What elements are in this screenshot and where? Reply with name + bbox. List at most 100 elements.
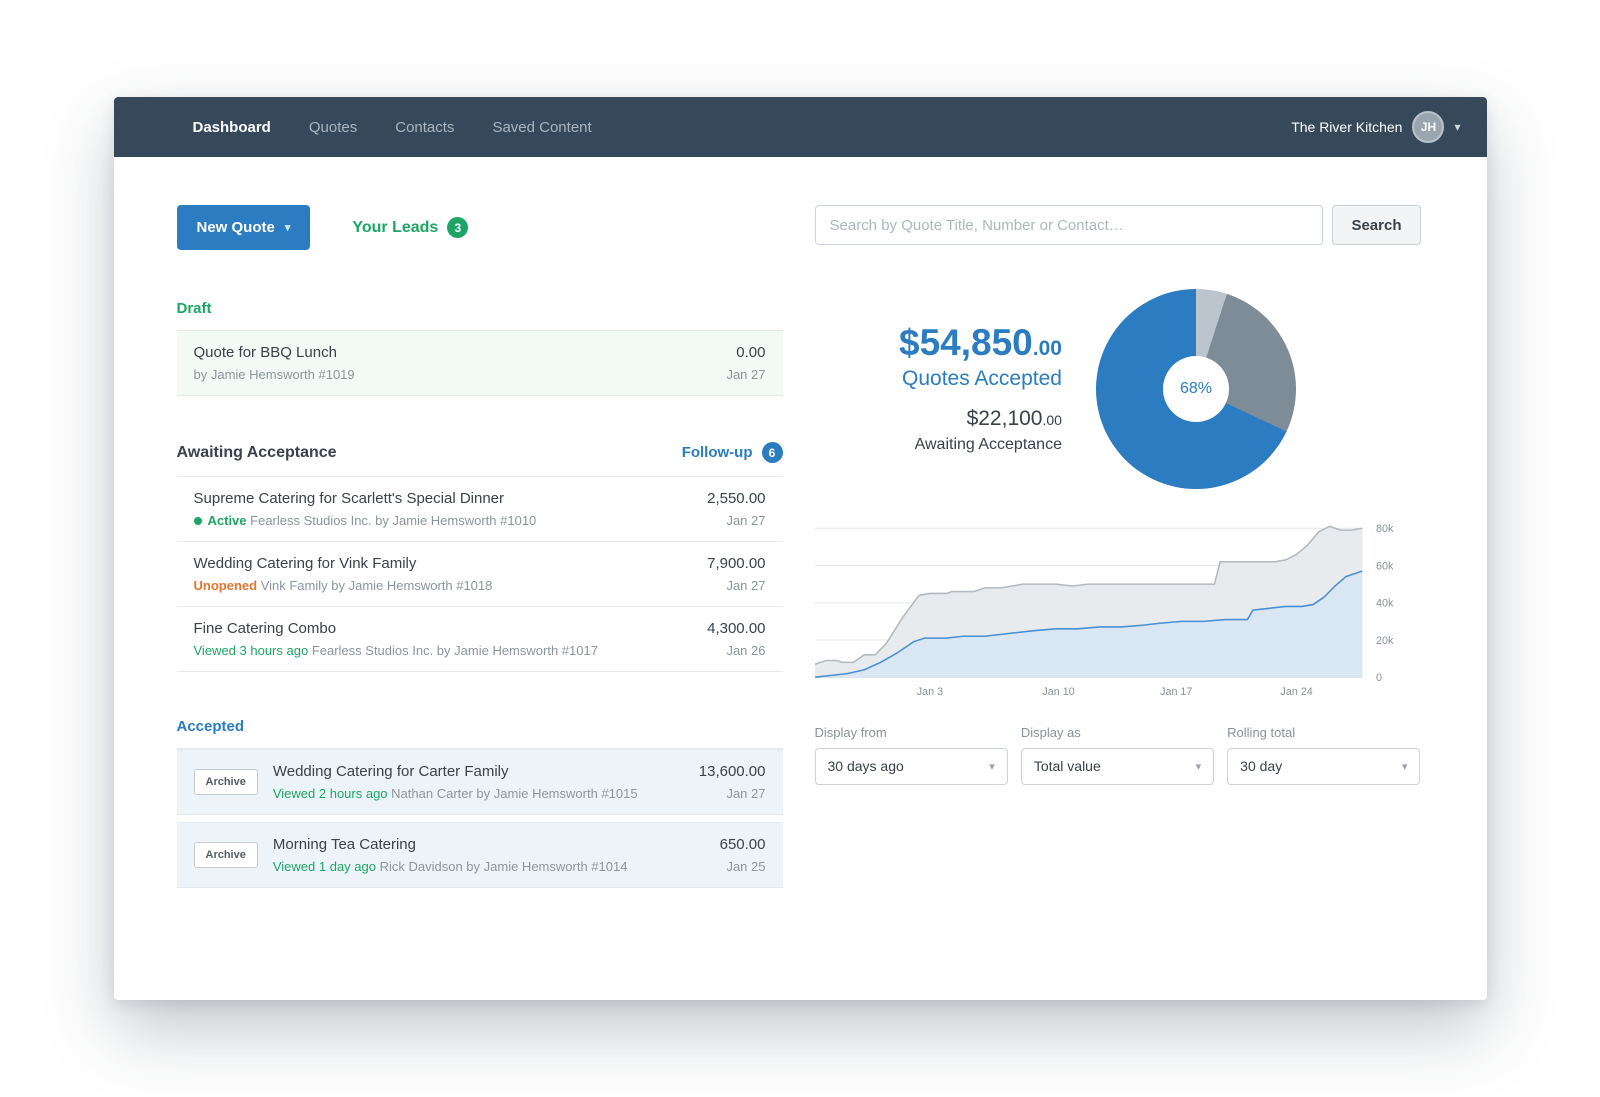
quote-status: Active xyxy=(207,513,247,528)
awaiting-section-title: Awaiting Acceptance xyxy=(176,443,337,461)
accepted-section-header: Accepted xyxy=(176,718,783,749)
quote-date: Jan 27 xyxy=(726,367,766,382)
new-quote-button[interactable]: New Quote ▾ xyxy=(176,205,311,250)
quote-subtitle: by Jamie Hemsworth #1019 xyxy=(193,367,355,382)
svg-text:60k: 60k xyxy=(1376,560,1394,572)
chevron-down-icon: ▾ xyxy=(1195,760,1202,773)
archive-button[interactable]: Archive xyxy=(193,769,258,795)
quote-title: Wedding Catering for Vink Family xyxy=(193,555,417,572)
quote-date: Jan 27 xyxy=(726,786,766,801)
quote-row[interactable]: Fine Catering Combo Viewed 3 hours ago F… xyxy=(176,607,783,672)
awaiting-label: Awaiting Acceptance xyxy=(914,436,1062,453)
toolbar: New Quote ▾ Your Leads 3 xyxy=(176,205,783,250)
new-quote-label: New Quote xyxy=(196,219,275,236)
nav-items: Dashboard Quotes Contacts Saved Content xyxy=(193,119,592,136)
svg-text:Jan 24: Jan 24 xyxy=(1280,686,1312,698)
quote-status: Unopened xyxy=(193,578,258,593)
awaiting-section-header: Awaiting Acceptance Follow-up 6 xyxy=(176,442,783,477)
avatar[interactable]: JH xyxy=(1412,111,1445,143)
donut-chart: 68% xyxy=(1095,289,1296,489)
quote-status: Viewed 1 day ago xyxy=(272,859,376,874)
quote-row-accepted[interactable]: Archive Wedding Catering for Carter Fami… xyxy=(176,749,783,815)
display-from-select[interactable]: 30 days ago ▾ xyxy=(814,747,1008,785)
quote-title: Morning Tea Catering xyxy=(272,836,416,853)
chart-filters: Display from 30 days ago ▾ Display as To… xyxy=(814,724,1421,785)
account-name: The River Kitchen xyxy=(1291,119,1403,135)
your-leads-count-badge: 3 xyxy=(447,217,469,238)
nav-item-contacts[interactable]: Contacts xyxy=(395,118,455,136)
quote-row[interactable]: Wedding Catering for Vink Family Unopene… xyxy=(176,542,783,607)
chevron-down-icon: ▾ xyxy=(989,760,995,773)
quote-date: Jan 27 xyxy=(726,578,766,593)
svg-text:0: 0 xyxy=(1376,672,1382,684)
svg-text:Jan 17: Jan 17 xyxy=(1160,686,1192,698)
nav-item-saved-content[interactable]: Saved Content xyxy=(492,118,592,136)
display-from-value: 30 days ago xyxy=(827,758,904,775)
top-nav: Dashboard Quotes Contacts Saved Content … xyxy=(113,97,1487,157)
search-input[interactable] xyxy=(814,205,1324,245)
svg-text:80k: 80k xyxy=(1376,523,1394,535)
follow-up-label: Follow-up xyxy=(681,444,753,461)
quote-amount: 13,600.00 xyxy=(698,763,766,780)
quote-title: Supreme Catering for Scarlett's Special … xyxy=(193,490,505,507)
your-leads-label: Your Leads xyxy=(352,218,439,236)
accepted-section: Accepted Archive Wedding Catering for Ca… xyxy=(176,718,783,888)
chevron-down-icon: ▾ xyxy=(1454,120,1461,134)
quote-title: Fine Catering Combo xyxy=(193,620,337,637)
quote-status: Viewed 2 hours ago xyxy=(272,786,388,801)
quote-date: Jan 26 xyxy=(726,643,766,658)
nav-item-dashboard[interactable]: Dashboard xyxy=(192,118,271,136)
your-leads-link[interactable]: Your Leads 3 xyxy=(352,217,469,238)
svg-text:40k: 40k xyxy=(1376,598,1394,610)
main-content: New Quote ▾ Your Leads 3 Draft Quote for… xyxy=(114,157,1487,994)
quote-title: Wedding Catering for Carter Family xyxy=(272,763,509,780)
area-chart: 80k 60k 40k 20k 0 Jan 3 Jan 10 Jan 17 Jan 24 xyxy=(814,523,1394,698)
quote-date: Jan 27 xyxy=(726,513,766,528)
svg-text:Jan 10: Jan 10 xyxy=(1042,686,1074,698)
accepted-section-title: Accepted xyxy=(176,718,245,735)
svg-text:Jan 3: Jan 3 xyxy=(916,686,942,698)
svg-text:20k: 20k xyxy=(1376,635,1394,647)
analytics-column: Search $54,850.00 Quotes Accepted $22,10… xyxy=(814,205,1421,934)
quote-subtitle: Rick Davidson by Jamie Hemsworth #1014 xyxy=(379,859,628,874)
active-dot-icon xyxy=(193,517,202,525)
quote-title: Quote for BBQ Lunch xyxy=(193,344,337,361)
stats-summary: $54,850.00 Quotes Accepted $22,100.00 Aw… xyxy=(815,289,1381,489)
quotes-column: New Quote ▾ Your Leads 3 Draft Quote for… xyxy=(176,205,783,934)
search-button[interactable]: Search xyxy=(1332,205,1421,245)
archive-button[interactable]: Archive xyxy=(193,842,258,868)
nav-item-quotes[interactable]: Quotes xyxy=(308,118,358,136)
draft-section: Draft Quote for BBQ Lunch by Jamie Hemsw… xyxy=(176,300,783,396)
search-bar: Search xyxy=(814,205,1421,245)
quote-subtitle: Nathan Carter by Jamie Hemsworth #1015 xyxy=(391,786,638,801)
display-as-value: Total value xyxy=(1033,758,1101,775)
quote-subtitle: Fearless Studios Inc. by Jamie Hemsworth… xyxy=(311,643,598,658)
donut-center-label: 68% xyxy=(1162,356,1229,422)
quote-date: Jan 25 xyxy=(726,859,766,874)
quote-subtitle: Vink Family by Jamie Hemsworth #1018 xyxy=(260,578,493,593)
rolling-total-select[interactable]: 30 day ▾ xyxy=(1227,747,1421,785)
quotes-accepted-amount: $54,850.00 xyxy=(899,322,1062,363)
quote-row-accepted[interactable]: Archive Morning Tea Catering Viewed 1 da… xyxy=(176,822,783,888)
chevron-down-icon: ▾ xyxy=(1401,760,1408,773)
display-from-label: Display from xyxy=(814,724,887,740)
quote-amount: 0.00 xyxy=(736,344,766,361)
quote-subtitle: Fearless Studios Inc. by Jamie Hemsworth… xyxy=(250,513,537,528)
follow-up-count-badge: 6 xyxy=(761,442,783,463)
rolling-total-value: 30 day xyxy=(1240,758,1283,775)
rolling-total-label: Rolling total xyxy=(1227,724,1296,740)
display-as-select[interactable]: Total value ▾ xyxy=(1020,747,1215,785)
quote-row[interactable]: Supreme Catering for Scarlett's Special … xyxy=(176,477,783,542)
draft-section-title: Draft xyxy=(176,300,212,317)
awaiting-amount: $22,100.00 xyxy=(966,407,1062,430)
quote-row-draft[interactable]: Quote for BBQ Lunch by Jamie Hemsworth #… xyxy=(176,330,783,396)
draft-section-header: Draft xyxy=(177,300,783,330)
quote-amount: 7,900.00 xyxy=(707,555,766,572)
display-as-label: Display as xyxy=(1020,724,1081,740)
chevron-down-icon: ▾ xyxy=(284,222,291,234)
follow-up-link[interactable]: Follow-up 6 xyxy=(682,442,783,463)
quote-amount: 650.00 xyxy=(719,836,766,853)
awaiting-acceptance-section: Awaiting Acceptance Follow-up 6 Supreme … xyxy=(176,442,783,672)
account-menu[interactable]: The River Kitchen JH ▾ xyxy=(1291,111,1461,143)
quotes-accepted-label: Quotes Accepted xyxy=(902,367,1062,390)
